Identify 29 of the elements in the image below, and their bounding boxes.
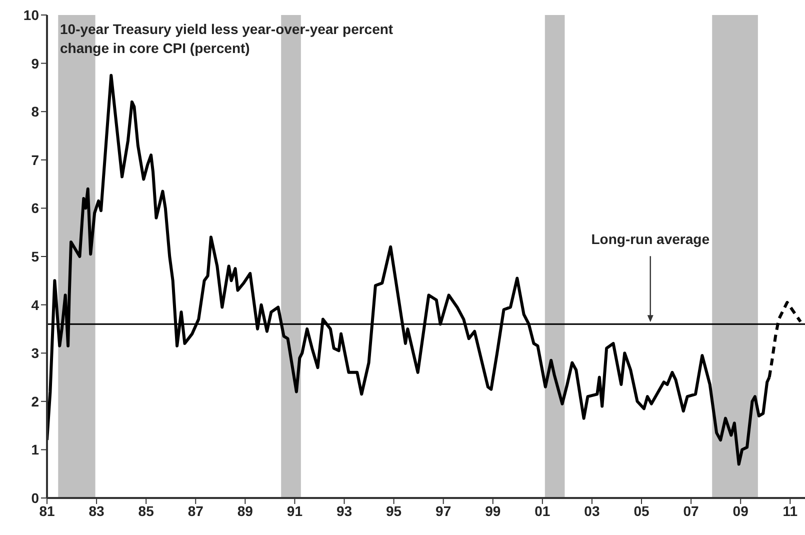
y-tick-label: 1 (31, 442, 40, 458)
x-tick-label: 99 (485, 502, 501, 519)
y-tick-label: 8 (31, 104, 40, 120)
text: 10-year Treasury yield less year-over-year percent change in core CPI (percent) (60, 20, 394, 58)
x-tick-label: 95 (386, 502, 402, 519)
y-tick-label: 6 (31, 200, 40, 216)
x-tick-label: 91 (286, 502, 303, 519)
x-tick-label: 89 (237, 502, 254, 519)
x-tick-label: 11 (782, 502, 798, 519)
y-tick-label: 5 (31, 248, 40, 264)
x-tick-label: 07 (683, 502, 700, 519)
x-tick-label: 83 (88, 502, 105, 519)
y-tick-label: 7 (31, 152, 40, 168)
x-tick-label: 87 (188, 502, 204, 519)
y-tick-label: 3 (31, 345, 40, 362)
x-tick-label: 93 (336, 502, 352, 519)
ref-line-label: Long-run average (591, 231, 710, 248)
y-tick-label: 0 (31, 490, 40, 506)
x-tick-label: 09 (732, 502, 749, 519)
y-tick-label: 9 (31, 55, 40, 72)
x-tick-label: 05 (634, 502, 650, 519)
x-tick-label: 03 (584, 502, 600, 519)
x-tick-label: 01 (534, 502, 550, 519)
y-tick-label: 2 (31, 393, 40, 410)
x-tick-label: 97 (436, 502, 452, 519)
y-tick-label: 4 (31, 296, 40, 313)
x-tick-label: 81 (39, 502, 55, 519)
y-tick-label: 10 (23, 6, 40, 23)
x-tick-label: 85 (138, 502, 154, 519)
